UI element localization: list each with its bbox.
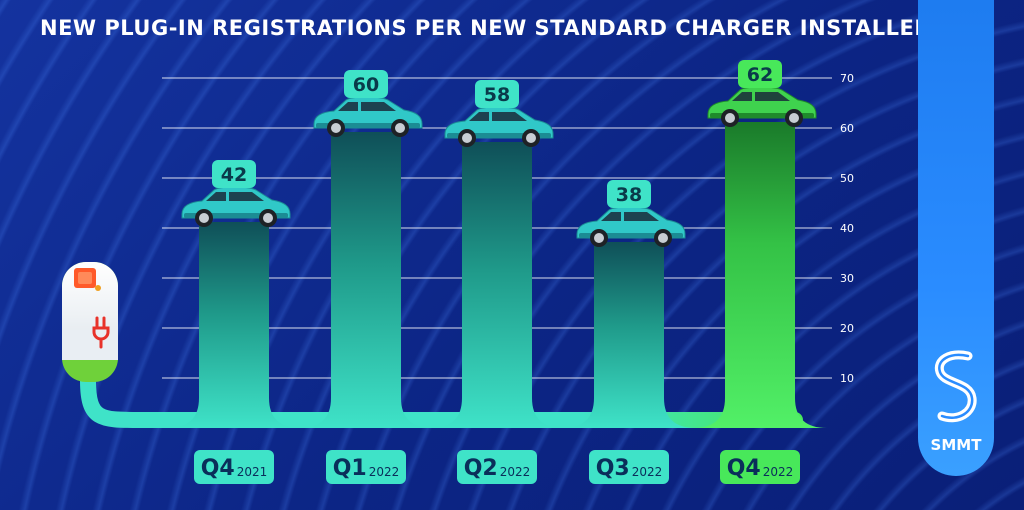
quarter-label: Q4	[726, 456, 761, 481]
quarter-label: Q3	[595, 456, 630, 481]
x-tick-label: Q3 2022	[589, 450, 669, 484]
bars	[167, 122, 827, 428]
bar	[299, 132, 433, 428]
x-tick-label: Q2 2022	[457, 450, 537, 484]
value-label: 62	[747, 64, 773, 86]
quarter-label: Q4	[200, 456, 235, 481]
bar	[430, 142, 564, 428]
value-label: 60	[353, 74, 379, 96]
value-label-box	[212, 160, 256, 188]
value-labels: 42 60 58 38 62	[212, 60, 782, 208]
year-label: 2022	[762, 465, 794, 479]
brand-name: SMMT	[930, 436, 982, 454]
quarter-label: Q1	[332, 456, 367, 481]
x-tick-label: Q4 2021	[194, 450, 274, 484]
car-icon	[181, 186, 291, 227]
value-label: 38	[616, 184, 642, 206]
bar	[693, 122, 827, 428]
year-label: 2022	[368, 465, 400, 479]
charger-icon	[62, 262, 118, 382]
cable-line	[80, 372, 803, 428]
year-label: 2022	[631, 465, 663, 479]
year-label: 2022	[499, 465, 531, 479]
y-tick-label: 30	[840, 272, 854, 285]
car-icon	[707, 86, 817, 127]
y-tick-label: 50	[840, 172, 854, 185]
car-icon	[444, 106, 554, 147]
chart-title: NEW PLUG-IN REGISTRATIONS PER NEW STANDA…	[40, 16, 933, 40]
year-label: 2021	[236, 465, 268, 479]
bar	[562, 242, 696, 428]
value-label: 58	[484, 84, 510, 106]
brand-panel: SMMT	[918, 0, 994, 476]
value-label-box	[475, 80, 519, 108]
y-tick-label: 40	[840, 222, 854, 235]
x-tick-label: Q4 2022	[720, 450, 800, 484]
y-axis-ticks: 10 20 30 40 50 60 70	[840, 72, 854, 385]
car-icon	[576, 206, 686, 247]
bar	[167, 222, 301, 428]
quarter-label: Q2	[463, 456, 498, 481]
cable-pipe	[80, 372, 803, 428]
y-tick-label: 10	[840, 372, 854, 385]
value-label-box	[344, 70, 388, 98]
car-icon	[313, 96, 423, 137]
y-tick-label: 60	[840, 122, 854, 135]
smmt-logo-icon	[934, 350, 977, 423]
y-tick-label: 70	[840, 72, 854, 85]
y-tick-label: 20	[840, 322, 854, 335]
value-label-box	[607, 180, 651, 208]
value-label: 42	[221, 164, 247, 186]
value-label-box	[738, 60, 782, 88]
x-tick-label: Q1 2022	[326, 450, 406, 484]
